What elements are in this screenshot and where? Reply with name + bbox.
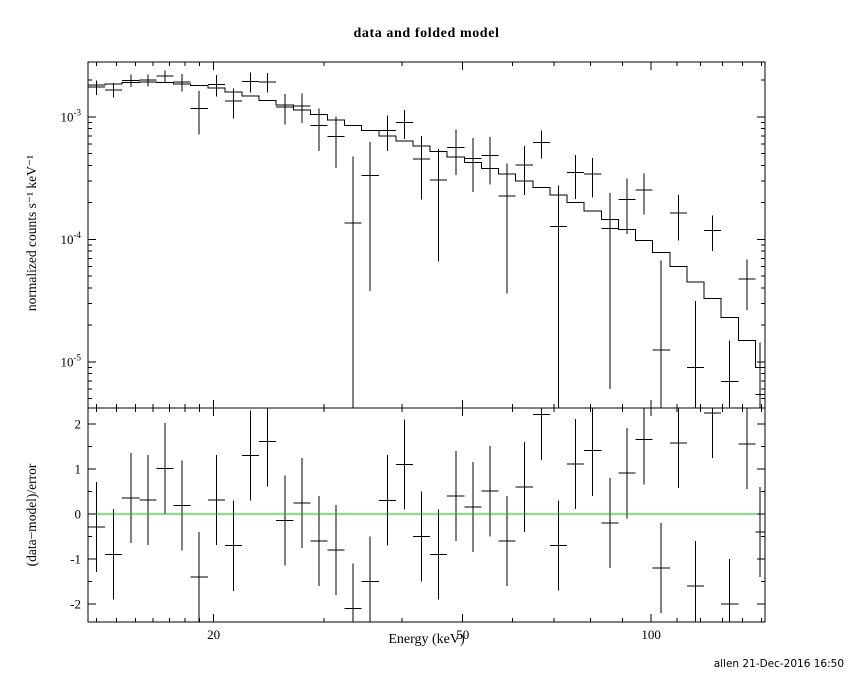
svg-text:20: 20 [207,627,220,642]
svg-text:10-5: 10-5 [61,352,82,369]
svg-text:50: 50 [456,627,469,642]
spectrum-data-points [88,70,765,408]
svg-text:-1: -1 [70,551,81,566]
plot-title: data and folded model [353,26,500,41]
svg-text:10-4: 10-4 [61,230,82,247]
svg-text:1: 1 [75,461,82,476]
y-axis-label-top: normalized counts s⁻¹ keV⁻¹ [24,154,39,312]
svg-text:-2: -2 [70,596,81,611]
model-histogram [88,81,766,408]
x-axis-label: Energy (keV) [388,632,465,647]
svg-text:100: 100 [641,627,661,642]
svg-text:10-3: 10-3 [61,107,82,124]
y-axis-label-bottom: (data−model)/error [24,463,39,567]
svg-text:0: 0 [75,506,82,521]
axes [87,61,766,623]
plot-credit: allen 21-Dec-2016 16:50 [713,658,844,670]
svg-text:2: 2 [75,416,82,431]
tick-labels: 20 50 100 10-3 10-4 10-5 2 1 0 -1 -2 [61,107,661,642]
residual-data-points [88,408,765,622]
